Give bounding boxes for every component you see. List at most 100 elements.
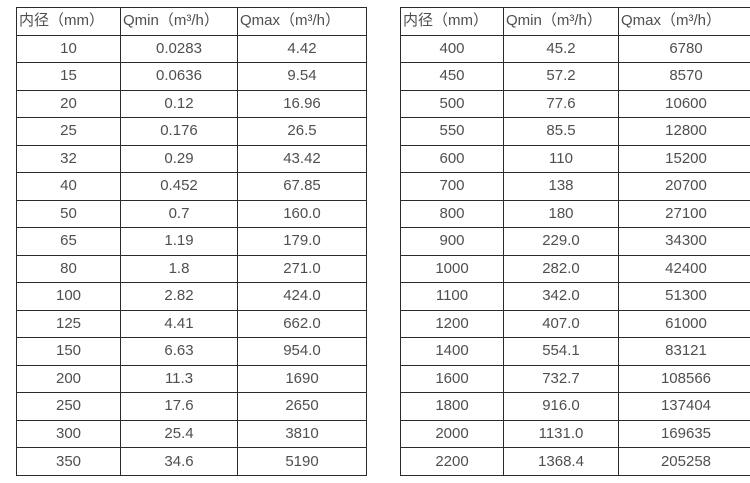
table-cell: 1200 (400, 309, 504, 339)
table-cell: 1.8 (120, 254, 238, 284)
table-cell: 11.3 (120, 364, 238, 394)
table-row: 40 0.452 67.85 (16, 172, 367, 201)
table-cell: 51300 (618, 282, 750, 311)
table-row: 1000 282.0 42400 (400, 254, 750, 284)
table-cell: 1690 (237, 364, 367, 394)
table-row: 600 110 15200 (400, 144, 750, 174)
table-cell: 45.2 (503, 34, 619, 64)
table-cell: 1600 (400, 364, 504, 394)
table-cell: 0.7 (120, 199, 238, 229)
table-cell: 15200 (618, 144, 750, 174)
table-row: 2000 1131.0 169635 (400, 419, 750, 449)
table-cell: 550 (400, 117, 504, 146)
table-cell: 80 (16, 254, 121, 284)
table-cell: 20 (16, 89, 121, 119)
table-row: 2200 1368.4 205258 (400, 447, 750, 476)
table-row: 700 138 20700 (400, 172, 750, 201)
table-cell: 180 (503, 199, 619, 229)
table-cell: 4.42 (237, 34, 367, 64)
table-cell: 800 (400, 199, 504, 229)
table-cell: 25.4 (120, 419, 238, 449)
column-header: Qmin（m³/h） (120, 7, 238, 36)
table-cell: 600 (400, 144, 504, 174)
table-row: 25 0.176 26.5 (16, 117, 367, 146)
table-cell: 271.0 (237, 254, 367, 284)
table-cell: 554.1 (503, 337, 619, 366)
table-row: 500 77.6 10600 (400, 89, 750, 119)
table-cell: 150 (16, 337, 121, 366)
table-cell: 2650 (237, 392, 367, 421)
table-cell: 9.54 (237, 62, 367, 91)
table-cell: 0.12 (120, 89, 238, 119)
table-row: 20 0.12 16.96 (16, 89, 367, 119)
column-header: Qmin（m³/h） (503, 7, 619, 36)
table-row: 800 180 27100 (400, 199, 750, 229)
table-row: 10 0.0283 4.42 (16, 34, 367, 64)
table-cell: 125 (16, 309, 121, 339)
flow-table-small-diameters: 内径（mm） Qmin（m³/h） Qmax（m³/h） 10 0.0283 4.42 15… (16, 7, 367, 476)
table-cell: 15 (16, 62, 121, 91)
table-cell: 10 (16, 34, 121, 64)
table-cell: 407.0 (503, 309, 619, 339)
table-cell: 34300 (618, 227, 750, 256)
table-cell: 40 (16, 172, 121, 201)
table-cell: 100 (16, 282, 121, 311)
table-cell: 450 (400, 62, 504, 91)
table-row: 250 17.6 2650 (16, 392, 367, 421)
table-row: 1400 554.1 83121 (400, 337, 750, 366)
table-cell: 424.0 (237, 282, 367, 311)
table-cell: 138 (503, 172, 619, 201)
table-cell: 137404 (618, 392, 750, 421)
table-cell: 229.0 (503, 227, 619, 256)
table-cell: 1131.0 (503, 419, 619, 449)
table-cell: 1400 (400, 337, 504, 366)
table-row: 1800 916.0 137404 (400, 392, 750, 421)
table-cell: 342.0 (503, 282, 619, 311)
table-row: 900 229.0 34300 (400, 227, 750, 256)
table-cell: 1.19 (120, 227, 238, 256)
table-cell: 732.7 (503, 364, 619, 394)
table-cell: 110 (503, 144, 619, 174)
table-cell: 0.452 (120, 172, 238, 201)
table-row: 125 4.41 662.0 (16, 309, 367, 339)
header-row: 内径（mm） Qmin（m³/h） Qmax（m³/h） (16, 7, 367, 36)
table-cell: 65 (16, 227, 121, 256)
table-cell: 2200 (400, 447, 504, 476)
table-cell: 350 (16, 447, 121, 476)
table-cell: 1368.4 (503, 447, 619, 476)
table-row: 15 0.0636 9.54 (16, 62, 367, 91)
column-header: 内径（mm） (400, 7, 504, 36)
table-cell: 954.0 (237, 337, 367, 366)
table-cell: 205258 (618, 447, 750, 476)
column-header: 内径（mm） (16, 7, 121, 36)
table-cell: 1000 (400, 254, 504, 284)
table-row: 1100 342.0 51300 (400, 282, 750, 311)
table-cell: 400 (400, 34, 504, 64)
table-cell: 662.0 (237, 309, 367, 339)
table-row: 350 34.6 5190 (16, 447, 367, 476)
table-cell: 27100 (618, 199, 750, 229)
table-cell: 500 (400, 89, 504, 119)
table-row: 300 25.4 3810 (16, 419, 367, 449)
table-cell: 900 (400, 227, 504, 256)
table-cell: 67.85 (237, 172, 367, 201)
table-cell: 77.6 (503, 89, 619, 119)
table-row: 32 0.29 43.42 (16, 144, 367, 174)
table-cell: 25 (16, 117, 121, 146)
table-cell: 16.96 (237, 89, 367, 119)
table-row: 200 11.3 1690 (16, 364, 367, 394)
table-cell: 1100 (400, 282, 504, 311)
table-cell: 0.0283 (120, 34, 238, 64)
table-cell: 2.82 (120, 282, 238, 311)
table-row: 400 45.2 6780 (400, 34, 750, 64)
table-cell: 83121 (618, 337, 750, 366)
table-cell: 108566 (618, 364, 750, 394)
table-cell: 3810 (237, 419, 367, 449)
table-cell: 160.0 (237, 199, 367, 229)
table-cell: 43.42 (237, 144, 367, 174)
table-cell: 700 (400, 172, 504, 201)
table-cell: 8570 (618, 62, 750, 91)
table-row: 150 6.63 954.0 (16, 337, 367, 366)
table-cell: 1800 (400, 392, 504, 421)
